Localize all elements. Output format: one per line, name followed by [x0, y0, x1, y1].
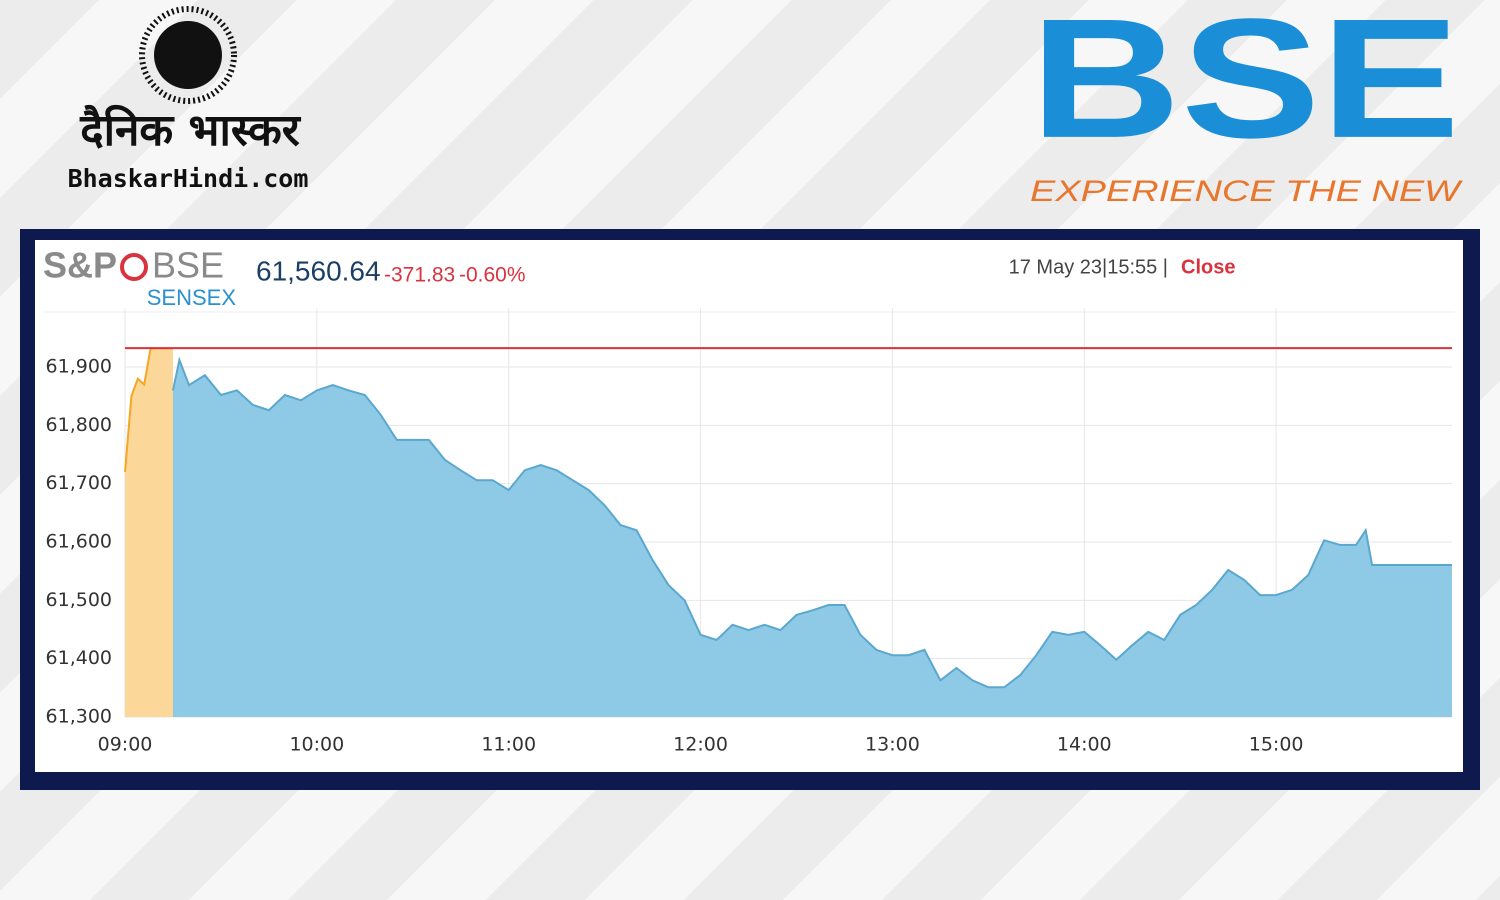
- y-tick-label: 61,700: [46, 472, 112, 494]
- index-name: SENSEX: [147, 285, 237, 310]
- y-tick-label: 61,900: [46, 356, 112, 378]
- market-status: Close: [1181, 256, 1235, 278]
- publisher-site: BhaskarHindi.com: [68, 164, 309, 193]
- exchange-logo: BSE: [1030, 0, 1460, 174]
- area: [173, 360, 1452, 717]
- y-tick-label: 61,300: [46, 706, 112, 728]
- x-tick-label: 11:00: [481, 734, 536, 756]
- y-tick-label: 61,400: [46, 647, 112, 669]
- x-tick-label: 10:00: [289, 734, 344, 756]
- exchange-tagline: EXPERIENCE THE NEW: [1030, 175, 1463, 208]
- x-tick-label: 09:00: [98, 734, 153, 756]
- x-tick-label: 15:00: [1249, 734, 1304, 756]
- sun-logo: [139, 6, 237, 104]
- line: [172, 356, 1452, 689]
- change-pct: -0.60%: [459, 264, 526, 287]
- x-tick-label: 14:00: [1057, 734, 1112, 756]
- index-logo-left: S&P: [43, 245, 117, 286]
- publisher-name: दैनिक भास्कर: [79, 104, 302, 156]
- index-logo-right: BSE: [152, 245, 224, 286]
- last-price: 61,560.64: [256, 255, 381, 286]
- y-tick-label: 61,500: [46, 589, 112, 611]
- x-tick-label: 12:00: [673, 734, 728, 756]
- y-tick-label: 61,600: [46, 531, 112, 553]
- logo-mark: [120, 253, 148, 281]
- change: -371.83: [384, 264, 455, 287]
- plot: 61,300 61,400 61,500 61,600 61,700 61,800 61,9…: [46, 308, 1452, 756]
- y-tick-label: 61,800: [46, 414, 112, 436]
- x-tick-label: 13:00: [865, 734, 920, 756]
- area: [125, 348, 173, 717]
- timestamp: 17 May 23|15:55 |: [1009, 256, 1168, 278]
